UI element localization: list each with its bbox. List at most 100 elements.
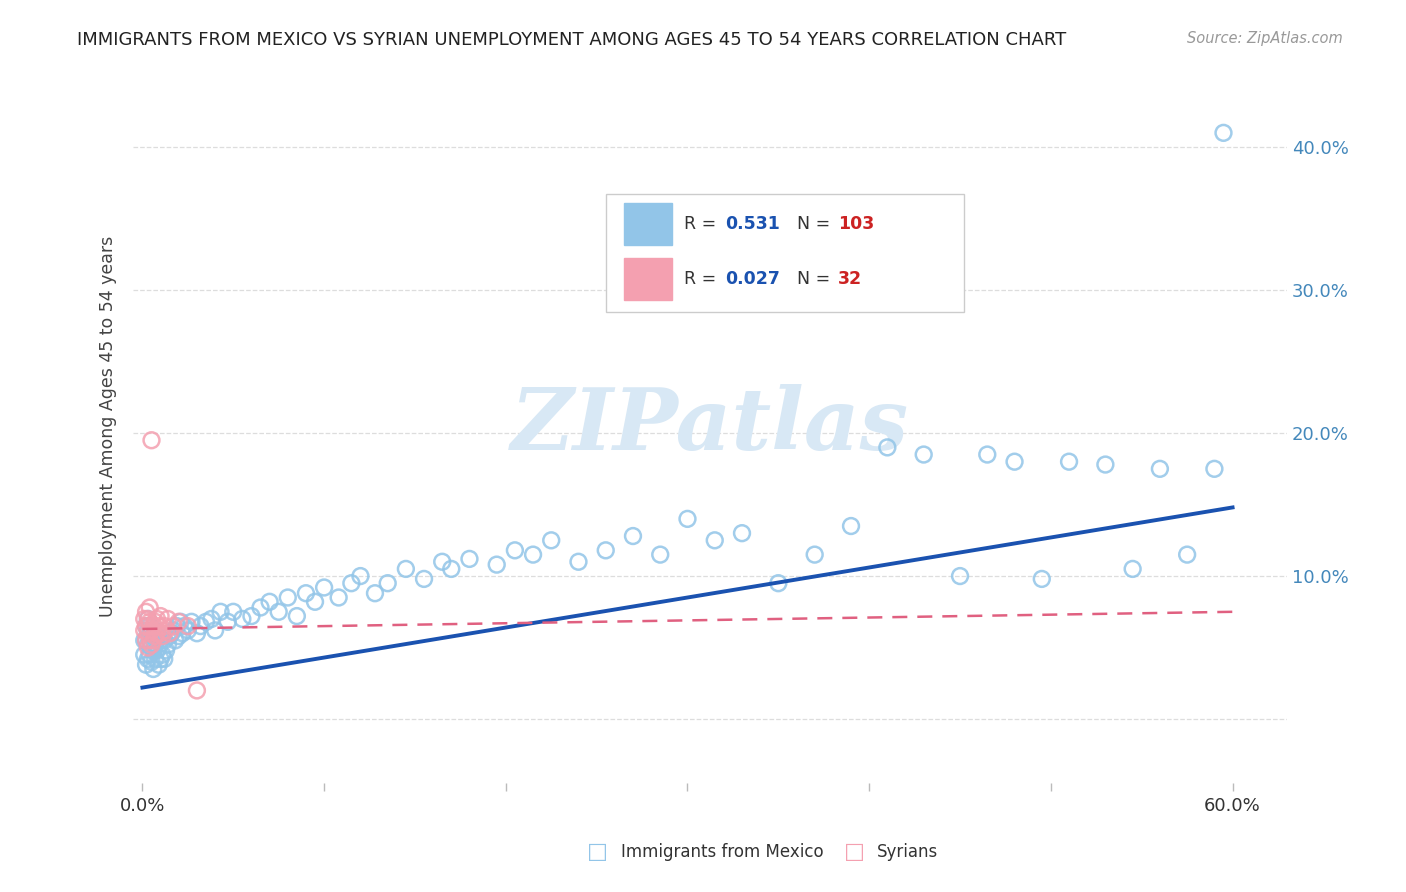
Point <box>142 662 165 676</box>
Point <box>153 633 176 648</box>
Point <box>180 615 202 629</box>
Text: □: □ <box>588 842 607 862</box>
Point <box>177 624 200 638</box>
Point <box>135 619 157 633</box>
Point <box>136 626 159 640</box>
Point <box>1122 562 1144 576</box>
Text: N =: N = <box>797 270 835 288</box>
Point <box>503 543 526 558</box>
Point <box>173 619 195 633</box>
Point <box>148 619 170 633</box>
Point <box>143 652 166 666</box>
Point <box>1175 548 1198 562</box>
Point <box>249 600 271 615</box>
Point <box>136 652 159 666</box>
Text: □: □ <box>845 842 865 862</box>
FancyBboxPatch shape <box>606 194 965 311</box>
Point <box>703 533 725 548</box>
Point <box>377 576 399 591</box>
Point <box>340 576 363 591</box>
Point <box>768 576 790 591</box>
Point <box>413 572 436 586</box>
Point <box>458 552 481 566</box>
Point <box>153 652 176 666</box>
Point <box>440 562 463 576</box>
Point <box>143 615 166 629</box>
Point <box>567 555 589 569</box>
Point <box>135 605 157 619</box>
Point <box>138 648 160 662</box>
Point <box>1094 458 1116 472</box>
Point <box>1149 462 1171 476</box>
Point <box>949 569 972 583</box>
Point <box>217 615 239 629</box>
Point <box>1212 126 1234 140</box>
Point <box>149 626 172 640</box>
Point <box>146 643 169 657</box>
Point <box>328 591 350 605</box>
Point <box>143 638 166 652</box>
Point <box>240 609 263 624</box>
Point <box>621 529 644 543</box>
Point <box>277 591 299 605</box>
Point <box>142 629 165 643</box>
Point <box>162 624 184 638</box>
Point <box>152 629 174 643</box>
Text: IMMIGRANTS FROM MEXICO VS SYRIAN UNEMPLOYMENT AMONG AGES 45 TO 54 YEARS CORRELAT: IMMIGRANTS FROM MEXICO VS SYRIAN UNEMPLO… <box>77 31 1067 49</box>
Point <box>141 638 163 652</box>
Point <box>159 626 181 640</box>
Point <box>136 612 159 626</box>
Point <box>159 629 181 643</box>
Point <box>141 640 163 655</box>
Point <box>136 612 159 626</box>
Point <box>162 619 184 633</box>
Point <box>148 640 170 655</box>
Point <box>134 648 156 662</box>
Text: 0.027: 0.027 <box>725 270 780 288</box>
Point <box>156 638 179 652</box>
Point <box>186 683 208 698</box>
Y-axis label: Unemployment Among Ages 45 to 54 years: Unemployment Among Ages 45 to 54 years <box>100 235 117 616</box>
Point <box>155 643 177 657</box>
Point <box>135 633 157 648</box>
Point <box>146 612 169 626</box>
Point <box>148 657 170 672</box>
Point <box>522 548 544 562</box>
Point <box>136 624 159 638</box>
Text: R =: R = <box>683 215 721 234</box>
Point <box>152 648 174 662</box>
FancyBboxPatch shape <box>624 203 672 245</box>
Point <box>141 626 163 640</box>
Point <box>876 441 898 455</box>
Point <box>1031 572 1053 586</box>
Point <box>295 586 318 600</box>
Point <box>138 633 160 648</box>
Point <box>153 619 176 633</box>
Point <box>160 626 183 640</box>
Point <box>314 581 336 595</box>
Point <box>138 633 160 648</box>
Point <box>209 605 232 619</box>
Point <box>167 615 190 629</box>
Point <box>142 643 165 657</box>
Point <box>149 652 172 666</box>
Point <box>167 629 190 643</box>
Point <box>1204 462 1226 476</box>
Point <box>134 612 156 626</box>
Point <box>349 569 371 583</box>
Text: ZIPatlas: ZIPatlas <box>512 384 910 467</box>
Point <box>146 626 169 640</box>
Text: N =: N = <box>797 215 835 234</box>
Point <box>143 629 166 643</box>
Point <box>135 657 157 672</box>
Point <box>195 615 218 629</box>
Text: 103: 103 <box>838 215 875 234</box>
Point <box>177 619 200 633</box>
Point <box>149 633 172 648</box>
Text: Immigrants from Mexico: Immigrants from Mexico <box>621 843 824 861</box>
Point <box>155 624 177 638</box>
Point <box>595 543 617 558</box>
Point <box>676 512 699 526</box>
Point <box>166 619 188 633</box>
Point <box>152 629 174 643</box>
